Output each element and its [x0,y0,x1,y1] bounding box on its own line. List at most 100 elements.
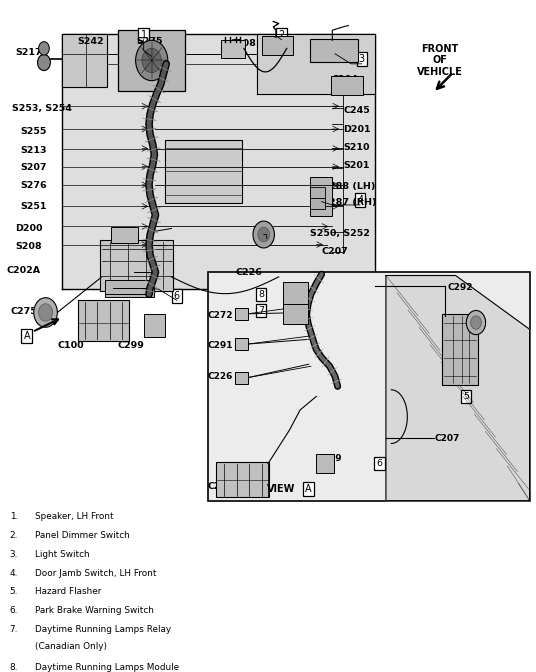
Text: 6.: 6. [10,606,18,615]
Text: 4.: 4. [10,569,18,577]
Text: S251: S251 [20,202,47,212]
FancyBboxPatch shape [118,30,185,91]
Text: S276: S276 [20,181,47,190]
Text: C299: C299 [118,341,145,350]
FancyBboxPatch shape [262,36,293,55]
Text: C299: C299 [316,454,342,464]
Text: S213: S213 [20,146,47,155]
FancyBboxPatch shape [144,314,165,337]
Text: Light Switch: Light Switch [35,550,90,558]
FancyBboxPatch shape [310,39,358,62]
Text: FRONT
OF
VEHICLE: FRONT OF VEHICLE [416,44,463,77]
Circle shape [471,316,481,329]
FancyBboxPatch shape [235,338,248,350]
Text: 5.: 5. [10,587,18,596]
Text: C207: C207 [434,433,459,443]
FancyBboxPatch shape [221,40,245,58]
FancyBboxPatch shape [235,372,248,384]
Text: 5: 5 [264,229,270,239]
Text: S210: S210 [343,143,369,153]
Text: 2: 2 [278,30,285,40]
Polygon shape [386,276,530,501]
Text: 1: 1 [140,30,147,40]
Polygon shape [62,34,375,289]
Text: C204: C204 [331,75,358,84]
Text: C292: C292 [448,283,473,292]
FancyBboxPatch shape [331,76,363,95]
Text: Door Jamb Switch, LH Front: Door Jamb Switch, LH Front [35,569,157,577]
Circle shape [258,227,270,242]
Text: Speaker, LH Front: Speaker, LH Front [35,512,114,521]
Text: Daytime Running Lamps Module: Daytime Running Lamps Module [35,663,179,671]
Text: 3.: 3. [10,550,18,558]
FancyBboxPatch shape [216,462,269,497]
Circle shape [39,304,53,321]
FancyBboxPatch shape [310,198,325,209]
Circle shape [142,48,161,73]
FancyBboxPatch shape [283,302,308,324]
Polygon shape [257,34,375,94]
Text: C202A: C202A [6,266,41,276]
Text: S250, S252: S250, S252 [310,229,370,239]
Text: C202A: C202A [208,482,240,491]
Text: Hazard Flasher: Hazard Flasher [35,587,101,596]
Text: 5: 5 [463,392,470,401]
Circle shape [34,298,57,327]
Text: C226: C226 [236,267,263,277]
Text: C208: C208 [229,39,256,48]
Text: D201: D201 [343,124,371,134]
Text: 2.: 2. [10,531,18,540]
FancyBboxPatch shape [208,272,530,501]
Text: Daytime Running Lamps Relay: Daytime Running Lamps Relay [35,625,171,634]
Text: C291: C291 [208,341,234,350]
FancyBboxPatch shape [310,177,332,216]
FancyBboxPatch shape [310,187,325,198]
Text: C100: C100 [58,341,85,350]
Text: C226: C226 [208,372,233,381]
Text: A: A [305,485,311,494]
Text: 6: 6 [376,459,383,468]
Text: Panel Dimmer Switch: Panel Dimmer Switch [35,531,130,540]
Text: C288 (LH): C288 (LH) [322,182,375,192]
Text: 4: 4 [357,196,363,205]
Circle shape [466,310,486,335]
Text: S275: S275 [137,37,163,46]
Text: C245: C245 [343,106,370,115]
Text: 7.: 7. [10,625,18,634]
Text: 8.: 8. [10,663,18,671]
Text: S201: S201 [343,161,369,170]
Circle shape [38,54,50,71]
FancyBboxPatch shape [105,280,154,297]
FancyBboxPatch shape [165,140,242,203]
Text: 8: 8 [258,290,264,299]
Text: S217: S217 [15,48,42,57]
Text: S253, S254: S253, S254 [12,104,72,114]
Text: S242: S242 [78,37,105,46]
Text: 9: 9 [463,353,470,362]
Text: Park Brake Warning Switch: Park Brake Warning Switch [35,606,154,615]
FancyBboxPatch shape [111,227,138,243]
Text: 4: 4 [463,318,470,327]
Text: C287 (RH): C287 (RH) [322,198,376,208]
Text: 3: 3 [359,54,365,64]
Text: C207: C207 [322,247,348,256]
Circle shape [136,40,168,81]
Polygon shape [62,34,107,87]
Circle shape [253,221,274,248]
FancyBboxPatch shape [235,308,248,320]
FancyBboxPatch shape [78,300,129,341]
Circle shape [39,42,49,55]
Text: D200: D200 [15,224,42,233]
Text: S208: S208 [15,242,42,251]
Text: (Canadian Only): (Canadian Only) [35,642,107,651]
FancyBboxPatch shape [316,454,334,473]
Text: A: A [24,331,30,341]
FancyBboxPatch shape [442,314,478,385]
FancyBboxPatch shape [283,282,308,304]
Text: VIEW: VIEW [267,485,295,494]
FancyBboxPatch shape [100,240,173,291]
Text: 1.: 1. [10,512,18,521]
Text: S207: S207 [20,163,47,173]
Text: S255: S255 [20,126,47,136]
Text: 6: 6 [174,291,180,300]
